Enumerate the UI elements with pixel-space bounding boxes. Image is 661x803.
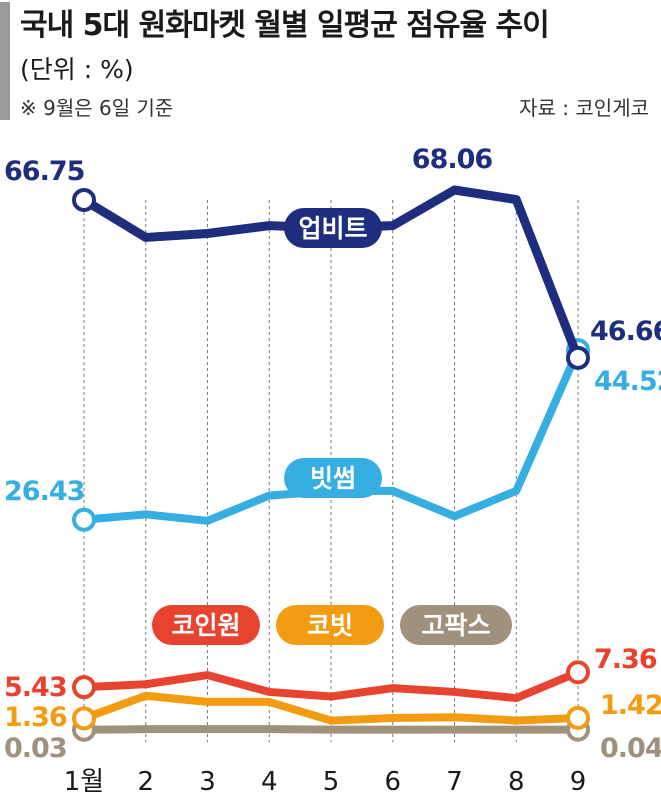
series-line-4 — [80, 725, 582, 734]
value-label: 5.43 — [4, 672, 67, 703]
legend-pill — [400, 605, 512, 645]
value-label: 44.52 — [594, 366, 661, 397]
data-point — [566, 345, 590, 370]
x-tick-label: 5 — [323, 767, 340, 797]
legend-pill — [284, 208, 382, 248]
value-label: 46.66 — [590, 316, 661, 347]
value-label: 26.43 — [4, 476, 84, 507]
data-point — [566, 705, 590, 730]
x-tick-label: 1월 — [64, 767, 104, 797]
legend-pill — [152, 605, 260, 645]
series-label: 코빗 — [307, 611, 353, 640]
data-point — [72, 706, 96, 731]
x-tick-label: 4 — [261, 767, 278, 797]
x-tick-label: 7 — [446, 767, 463, 797]
value-label: 1.36 — [4, 702, 67, 733]
value-label: 0.03 — [4, 733, 67, 764]
value-label: 66.75 — [4, 156, 84, 187]
series-line-3 — [80, 691, 582, 725]
data-point — [566, 660, 590, 685]
footnote: ※ 9월은 6일 기준 — [20, 96, 174, 120]
series-label: 고팍스 — [421, 611, 490, 640]
x-tick-label: 8 — [508, 767, 525, 797]
series-label: 코인원 — [171, 611, 240, 640]
x-tick-label: 6 — [384, 767, 401, 797]
series-label: 빗썸 — [310, 464, 356, 493]
data-point — [72, 188, 96, 212]
chart-title: 국내 5대 원화마켓 월별 일평균 점유율 추이 — [20, 8, 550, 43]
value-label: 68.06 — [412, 144, 493, 175]
series-label: 업비트 — [298, 214, 367, 243]
title-accent-bar — [0, 2, 10, 120]
legend-pill — [284, 458, 382, 498]
source-label: 자료 : 코인게코 — [519, 96, 649, 120]
value-label: 1.42 — [600, 690, 661, 721]
x-tick-label: 3 — [199, 767, 216, 797]
series-line-2 — [80, 668, 582, 703]
x-tick-label: 2 — [137, 767, 154, 797]
value-label: 7.36 — [594, 644, 657, 675]
data-point — [72, 507, 96, 532]
data-point — [72, 675, 96, 700]
unit-label: (단위 : %) — [20, 55, 134, 84]
x-tick-label: 9 — [570, 767, 587, 797]
legend-pill — [276, 605, 384, 645]
value-label: 0.04 — [600, 733, 661, 764]
